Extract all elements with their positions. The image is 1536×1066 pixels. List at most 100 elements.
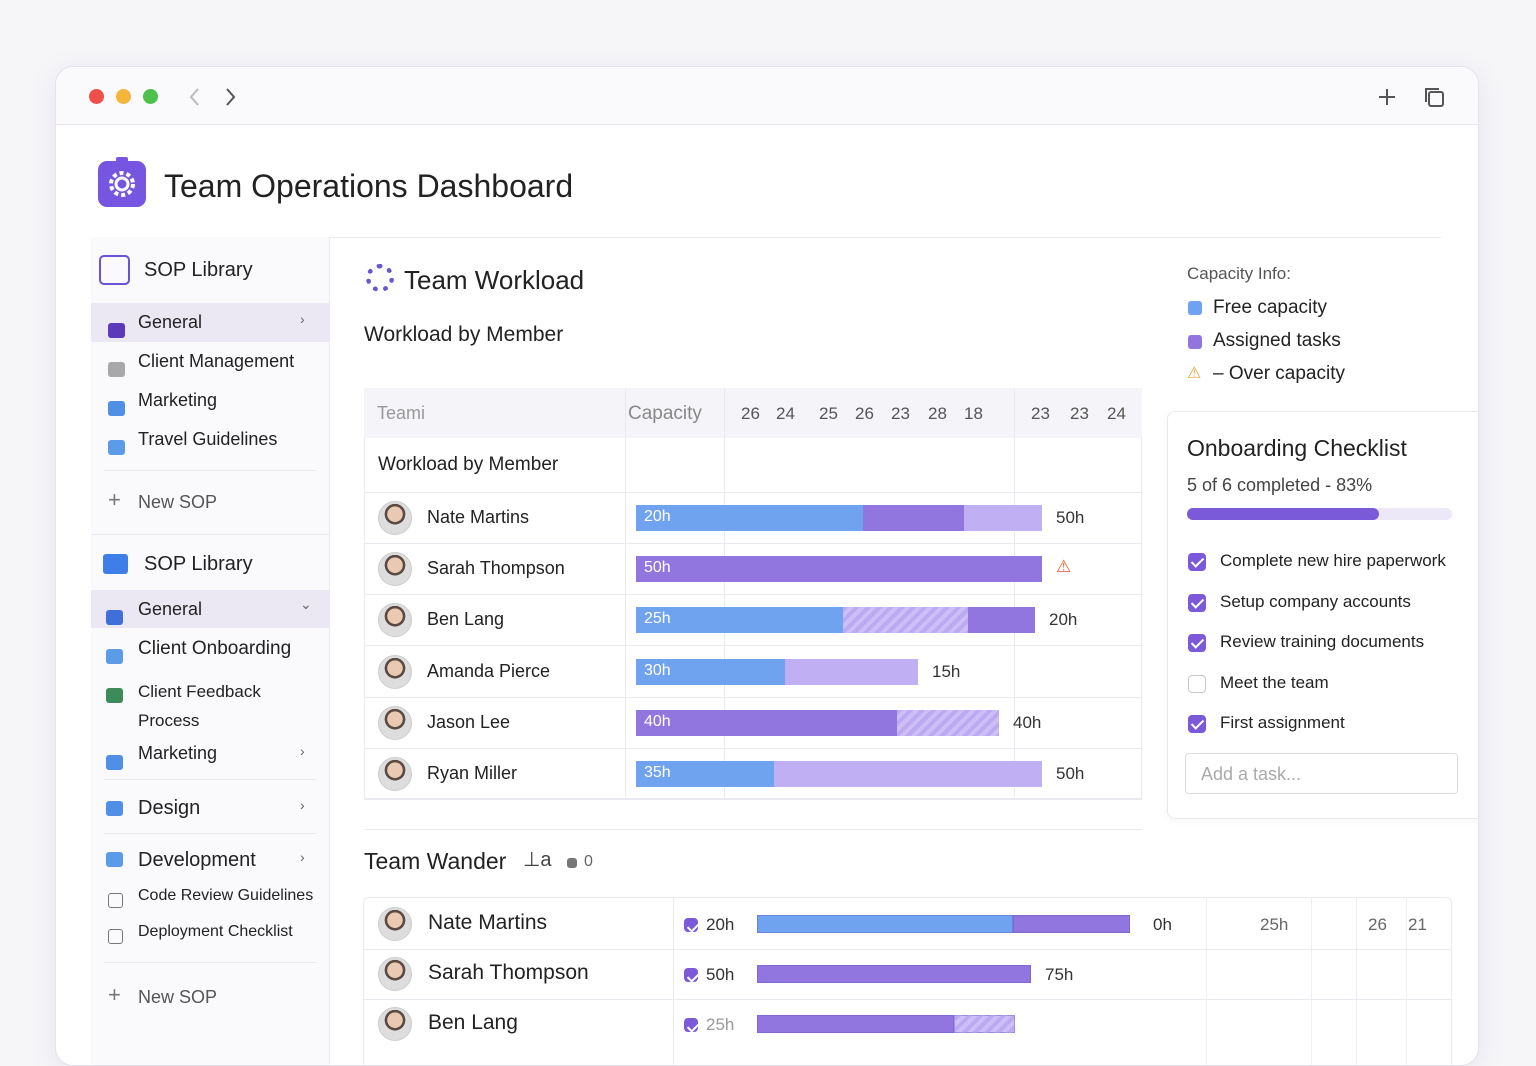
app-icon — [98, 157, 146, 207]
member-name[interactable]: Sarah Thompson — [428, 961, 589, 984]
member-name[interactable]: Nate Martins — [427, 507, 530, 527]
sidebar-item[interactable]: Client Onboarding — [138, 638, 292, 659]
input-placeholder: Add a task... — [1201, 764, 1302, 784]
item-icon — [106, 610, 123, 625]
progress-fill — [1187, 508, 1379, 520]
checkbox[interactable] — [1188, 593, 1206, 612]
sidebar-item[interactable]: General — [138, 312, 203, 332]
checklist-item: Review training documents — [1220, 632, 1425, 651]
workload-bar-segment — [636, 607, 843, 634]
member-name[interactable]: Ben Lang — [428, 1011, 518, 1034]
col-line — [1406, 897, 1407, 1065]
bar-label: 40h — [644, 712, 671, 730]
zoom-button[interactable] — [143, 89, 158, 104]
title-bar — [56, 67, 1478, 125]
sidebar-item[interactable]: Client Management — [138, 351, 295, 371]
sidebar-item[interactable]: Deployment Checklist — [138, 923, 293, 940]
sidebar-item[interactable]: Code Review Guidelines — [138, 887, 314, 904]
end-label: 75h — [1045, 965, 1074, 984]
sidebar-group[interactable]: Development — [138, 849, 256, 871]
column-header[interactable]: Teami — [377, 403, 426, 423]
toolbar-icons[interactable] — [1376, 85, 1456, 109]
workload-bar-segment — [636, 761, 774, 787]
avatar — [378, 1007, 412, 1041]
workload-bar-segment — [964, 505, 1042, 531]
row-line — [363, 999, 1452, 1000]
chevron: › — [300, 849, 305, 865]
member-name[interactable]: Sarah Thompson — [427, 558, 565, 579]
column-value: 25h — [1260, 915, 1289, 934]
new-sop[interactable]: New SOP — [138, 492, 218, 512]
sidebar-item[interactable]: Marketing — [138, 743, 218, 763]
sidebar-item[interactable]: General — [138, 599, 203, 619]
avatar — [378, 957, 412, 991]
nav-arrows[interactable] — [184, 85, 244, 109]
workload-bar-segment — [636, 505, 863, 531]
section-title: SOP Library — [144, 259, 253, 281]
item-icon — [108, 929, 123, 944]
member-name[interactable]: Ben Lang — [427, 609, 505, 630]
capacity-label: 20h — [1049, 610, 1078, 630]
divider — [104, 833, 316, 834]
bar-label: 25h — [644, 610, 671, 628]
col-line — [625, 388, 626, 799]
workload-bar-segment — [1013, 915, 1130, 933]
group-label: Workload by Member — [378, 454, 559, 475]
highlight — [91, 590, 330, 628]
item-icon — [106, 649, 123, 664]
member-name[interactable]: Ryan Miller — [427, 763, 518, 783]
checklist-card — [1167, 411, 1478, 819]
column-value: 21 — [1408, 915, 1427, 934]
date-header: 24 — [1107, 404, 1126, 423]
new-sop-plus: + — [108, 487, 121, 512]
capacity-label: 50h — [1056, 764, 1085, 783]
minimize-button[interactable] — [116, 89, 131, 104]
sidebar — [91, 237, 330, 1065]
sidebar-item[interactable]: Travel Guidelines — [138, 429, 278, 449]
new-sop[interactable]: New SOP — [138, 987, 218, 1007]
hours-label: 50h — [706, 965, 735, 984]
chevron: ⌄ — [300, 596, 312, 612]
col-line — [1206, 897, 1207, 1065]
item-icon — [108, 401, 125, 416]
sidebar-group[interactable]: Design — [138, 797, 201, 819]
item-icon — [106, 688, 123, 703]
badge-count: 0 — [584, 853, 593, 870]
date-header: 26 — [855, 404, 874, 423]
over-capacity-icon: ⚠ — [1056, 557, 1072, 577]
badge-icon — [567, 858, 577, 868]
body: Team Operations Dashboard SOP Library Gen… — [0, 0, 1536, 1024]
sidebar-item[interactable]: Client Feedback Process — [138, 682, 261, 730]
member-name[interactable]: Amanda Pierce — [427, 660, 551, 681]
workload-bar-segment — [843, 607, 968, 634]
capacity-label: 50h — [1056, 508, 1085, 527]
folder-icon — [103, 554, 128, 574]
close-button[interactable] — [89, 89, 104, 104]
sidebar-item[interactable]: Marketing — [138, 390, 218, 410]
legend-item: Free capacity — [1213, 297, 1328, 318]
checkbox[interactable] — [1188, 553, 1206, 571]
row-line — [364, 696, 1142, 698]
legend-item: – Over capacity — [1213, 363, 1345, 384]
progress-text: 5 of 6 completed - 83% — [1187, 475, 1373, 495]
capacity-label: 15h — [932, 661, 961, 681]
col-line — [673, 897, 674, 1065]
window: Team Operations Dashboard SOP Library Gen… — [55, 66, 1479, 1066]
hours-label: 20h — [706, 915, 735, 934]
workload-bar-segment — [954, 1015, 1015, 1033]
task-input[interactable] — [1185, 753, 1458, 794]
item-icon — [108, 893, 123, 908]
new-sop-plus: + — [108, 982, 121, 1007]
page-title: Team Operations Dashboard — [164, 168, 574, 204]
item-icon — [106, 852, 123, 867]
hours-label: 25h — [706, 1015, 735, 1034]
member-name[interactable]: Jason Lee — [427, 711, 511, 732]
divider — [104, 779, 316, 780]
item-icon — [108, 323, 125, 338]
bar-label: 30h — [644, 661, 671, 679]
row-line — [363, 949, 1452, 950]
checkbox[interactable] — [1188, 715, 1206, 733]
checkbox[interactable] — [1188, 634, 1206, 652]
member-name[interactable]: Nate Martins — [428, 911, 548, 934]
checkbox[interactable] — [1188, 674, 1206, 693]
